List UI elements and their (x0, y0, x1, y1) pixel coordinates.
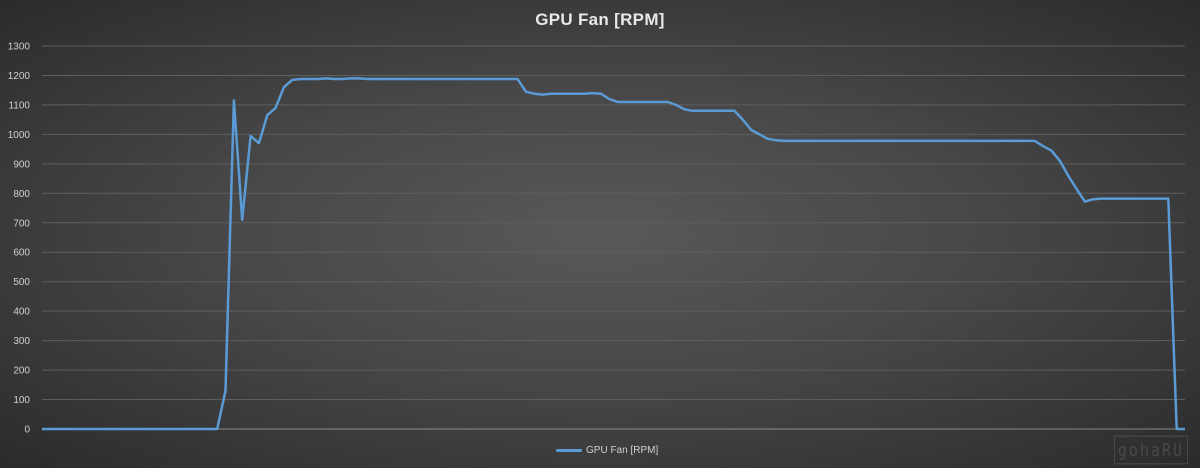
y-tick-label: 100 (13, 395, 30, 406)
y-tick-label: 600 (13, 248, 30, 259)
series-line-gpu-fan (42, 77, 1185, 431)
chart-title: GPU Fan [RPM] (535, 10, 665, 29)
watermark-logo: gohaRU (1113, 435, 1188, 465)
legend: GPU Fan [RPM] (556, 445, 658, 456)
y-tick-label: 900 (13, 159, 30, 170)
legend-swatch (556, 449, 582, 452)
y-tick-label: 0 (24, 425, 30, 436)
gridlines (42, 45, 1185, 430)
y-tick-label: 1200 (8, 71, 31, 82)
y-tick-label: 1300 (8, 42, 31, 53)
y-tick-label: 800 (13, 189, 30, 200)
y-axis-tick-labels: 0 100 200 300 400 500 600 700 800 900 1000 1100 1200… (8, 42, 31, 436)
y-tick-label: 1100 (8, 100, 30, 111)
y-tick-label: 200 (13, 366, 30, 377)
y-tick-label: 700 (13, 218, 30, 229)
y-tick-label: 1000 (8, 130, 31, 141)
series-layer (42, 77, 1185, 431)
y-tick-label: 300 (13, 336, 30, 347)
y-tick-label: 400 (13, 307, 30, 318)
y-tick-label: 500 (13, 277, 30, 288)
legend-label: GPU Fan [RPM] (586, 445, 659, 456)
